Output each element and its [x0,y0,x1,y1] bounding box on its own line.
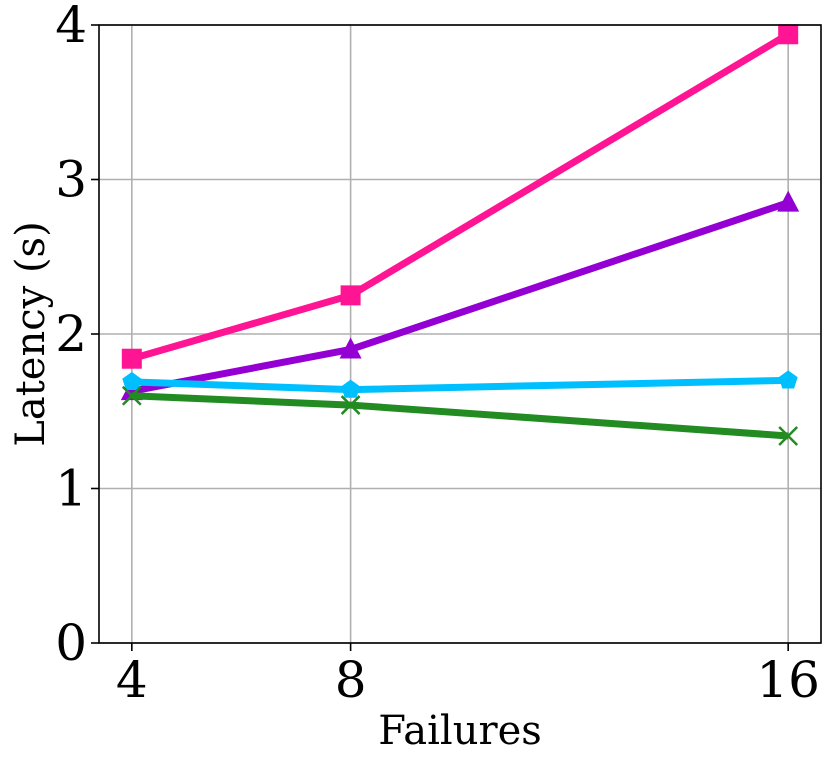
series-1 [121,24,799,369]
y-tick-label: 0 [55,614,87,672]
data-point-triangle [777,190,800,212]
data-point-x [778,426,799,446]
x-tick-label: 8 [335,651,367,709]
data-point-pentagon [341,379,361,398]
data-point-square [778,24,799,45]
data-point-square [121,348,142,369]
y-tick-label: 3 [55,151,87,209]
data-point-pentagon [122,371,142,390]
tick-labels: 4 8 16 0 1 2 3 4 [55,0,820,709]
x-tick-label: 4 [116,651,148,709]
data-point-triangle [339,337,362,359]
data-point-pentagon [778,370,798,389]
y-tick-label: 1 [55,460,87,518]
series-4 [121,385,799,446]
x-axis-label: Failures [378,708,542,754]
y-tick-label: 2 [55,305,87,363]
data-point-x [340,395,361,415]
data-point-square [340,285,361,306]
series-line [131,376,789,394]
series-line [131,392,789,440]
series-2 [120,190,800,401]
x-tick-label: 16 [756,651,820,709]
series-3 [122,370,798,398]
series-group [120,24,800,446]
y-axis-label: Latency (s) [8,221,54,446]
data-point-x [121,385,142,406]
y-tick-label: 4 [55,0,87,54]
